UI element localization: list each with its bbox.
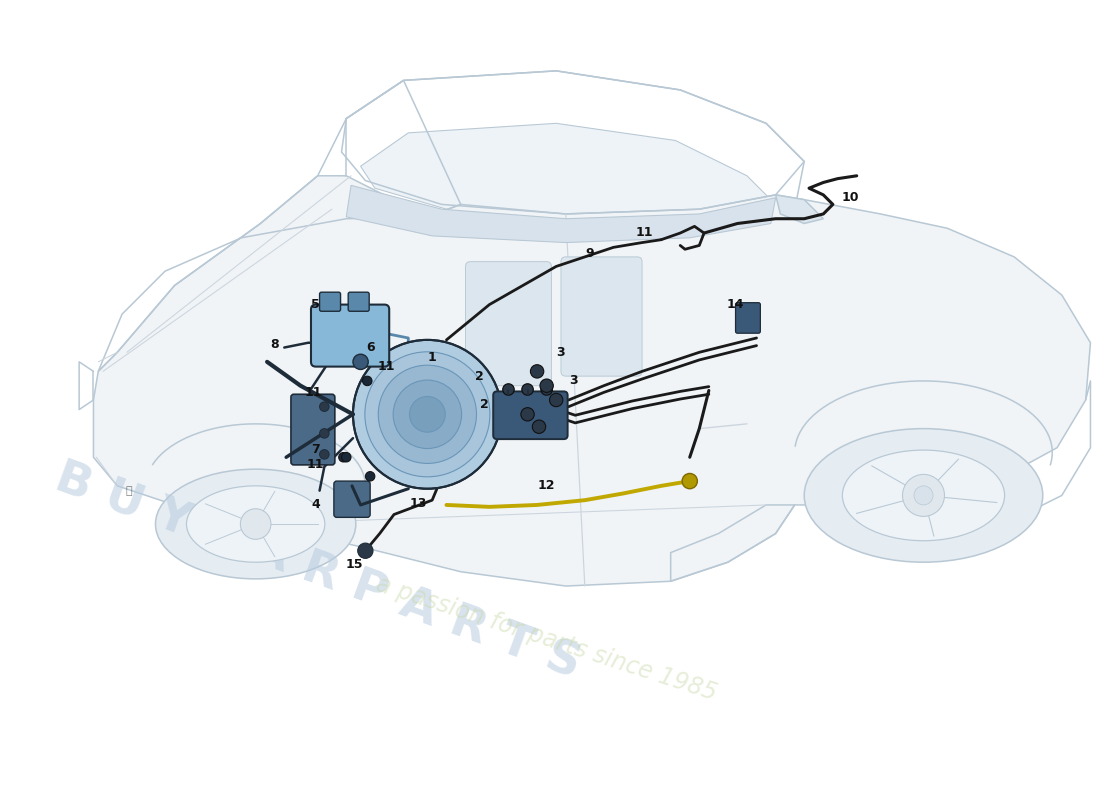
Text: 2: 2 bbox=[475, 370, 484, 382]
Text: 4: 4 bbox=[311, 498, 320, 511]
FancyBboxPatch shape bbox=[311, 305, 389, 366]
Circle shape bbox=[521, 384, 534, 395]
Text: 2: 2 bbox=[481, 398, 490, 411]
Polygon shape bbox=[94, 176, 1090, 586]
Circle shape bbox=[503, 384, 514, 395]
Text: 🐎: 🐎 bbox=[125, 486, 132, 496]
Text: 11: 11 bbox=[304, 386, 321, 399]
Text: 5: 5 bbox=[311, 298, 320, 311]
Circle shape bbox=[550, 394, 563, 406]
Circle shape bbox=[320, 402, 329, 411]
Text: 11: 11 bbox=[635, 226, 652, 238]
Circle shape bbox=[393, 380, 462, 449]
Text: 11: 11 bbox=[307, 458, 324, 471]
Text: 7: 7 bbox=[311, 443, 320, 456]
Text: 6: 6 bbox=[366, 341, 374, 354]
Text: 3: 3 bbox=[557, 346, 565, 358]
Circle shape bbox=[241, 509, 271, 539]
FancyBboxPatch shape bbox=[334, 481, 370, 518]
FancyBboxPatch shape bbox=[320, 292, 341, 311]
Polygon shape bbox=[361, 123, 776, 217]
Text: 15: 15 bbox=[345, 558, 363, 570]
FancyBboxPatch shape bbox=[465, 262, 551, 386]
Circle shape bbox=[541, 384, 552, 395]
Text: 13: 13 bbox=[409, 497, 427, 510]
Text: 12: 12 bbox=[538, 479, 556, 492]
Circle shape bbox=[353, 340, 502, 489]
Circle shape bbox=[320, 429, 329, 438]
Ellipse shape bbox=[187, 486, 324, 562]
Circle shape bbox=[365, 352, 490, 477]
Circle shape bbox=[320, 450, 329, 459]
Text: 11: 11 bbox=[377, 360, 395, 373]
Text: 8: 8 bbox=[271, 338, 279, 351]
Circle shape bbox=[378, 365, 476, 463]
Circle shape bbox=[682, 474, 697, 489]
Circle shape bbox=[532, 420, 546, 434]
Circle shape bbox=[363, 376, 372, 386]
Text: 10: 10 bbox=[842, 191, 859, 204]
Circle shape bbox=[409, 397, 446, 432]
Circle shape bbox=[530, 365, 543, 378]
Text: 14: 14 bbox=[727, 298, 745, 311]
Text: a passion for parts since 1985: a passion for parts since 1985 bbox=[373, 572, 720, 705]
Polygon shape bbox=[346, 186, 776, 242]
FancyBboxPatch shape bbox=[493, 391, 568, 439]
Circle shape bbox=[914, 486, 933, 505]
Text: B U Y C A R P A R T S: B U Y C A R P A R T S bbox=[48, 455, 586, 688]
Circle shape bbox=[902, 474, 945, 516]
Ellipse shape bbox=[843, 450, 1004, 541]
FancyBboxPatch shape bbox=[290, 394, 334, 465]
Circle shape bbox=[341, 453, 351, 462]
Text: 1: 1 bbox=[428, 350, 437, 363]
Circle shape bbox=[540, 379, 553, 392]
Circle shape bbox=[521, 408, 535, 421]
FancyBboxPatch shape bbox=[736, 302, 760, 334]
Text: 3: 3 bbox=[569, 374, 578, 387]
FancyBboxPatch shape bbox=[349, 292, 370, 311]
Polygon shape bbox=[776, 195, 823, 223]
FancyBboxPatch shape bbox=[561, 257, 642, 376]
Ellipse shape bbox=[804, 429, 1043, 562]
Circle shape bbox=[365, 471, 375, 481]
Text: 9: 9 bbox=[585, 246, 594, 259]
Circle shape bbox=[353, 354, 369, 370]
Circle shape bbox=[358, 543, 373, 558]
Ellipse shape bbox=[155, 469, 355, 579]
Circle shape bbox=[339, 453, 349, 462]
